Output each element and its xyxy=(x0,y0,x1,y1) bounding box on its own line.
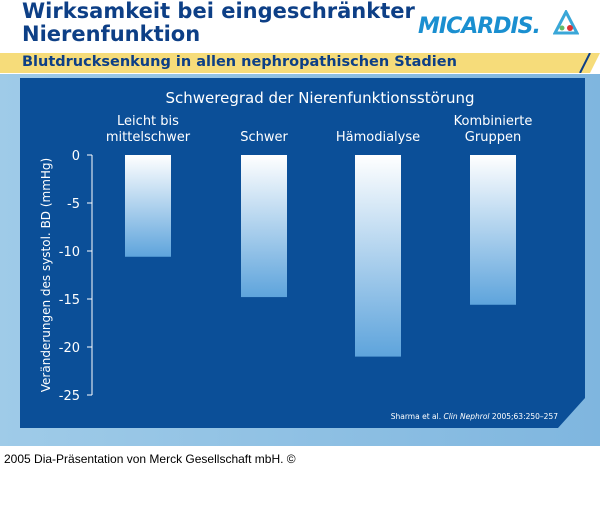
y-tick-label: -10 xyxy=(59,245,80,260)
micardis-logo: MICARDIS. xyxy=(418,14,541,39)
y-tick-label: -25 xyxy=(59,389,80,404)
slide-subtitle: Blutdrucksenkung in allen nephropathisch… xyxy=(22,54,457,70)
title-line-1: Wirksamkeit bei eingeschränkter xyxy=(22,0,415,23)
bar xyxy=(241,155,287,298)
y-tick-label: -5 xyxy=(67,197,80,212)
category-label: Hämodialyse xyxy=(336,130,420,145)
category-label: Schwer xyxy=(240,130,288,145)
logo-triangle-icon xyxy=(553,10,579,35)
category-label: Kombinierte Gruppen xyxy=(454,114,533,145)
category-label: Leicht bis mittelschwer xyxy=(106,114,191,145)
citation: Sharma et al. Clin Nephrol 2005;63:250–2… xyxy=(391,412,558,421)
subtitle-band xyxy=(0,53,600,73)
y-axis-label: Veränderungen des systol. BD (mmHg) xyxy=(39,158,53,392)
chart-title: Schweregrad der Nierenfunktionsstörung xyxy=(166,89,475,107)
title-line-2: Nierenfunktion xyxy=(22,22,201,46)
bar xyxy=(355,155,401,357)
bar xyxy=(470,155,516,305)
chart: Schweregrad der Nierenfunktionsstörung V… xyxy=(20,78,585,428)
y-tick-label: 0 xyxy=(72,149,80,164)
footer-copyright: 2005 Dia-Präsentation von Merck Gesellsc… xyxy=(4,452,296,466)
bar xyxy=(125,155,171,257)
y-tick-label: -20 xyxy=(59,341,80,356)
slide-title: Wirksamkeit bei eingeschränkter Nierenfun… xyxy=(22,0,415,46)
y-tick-label: -15 xyxy=(59,293,80,308)
